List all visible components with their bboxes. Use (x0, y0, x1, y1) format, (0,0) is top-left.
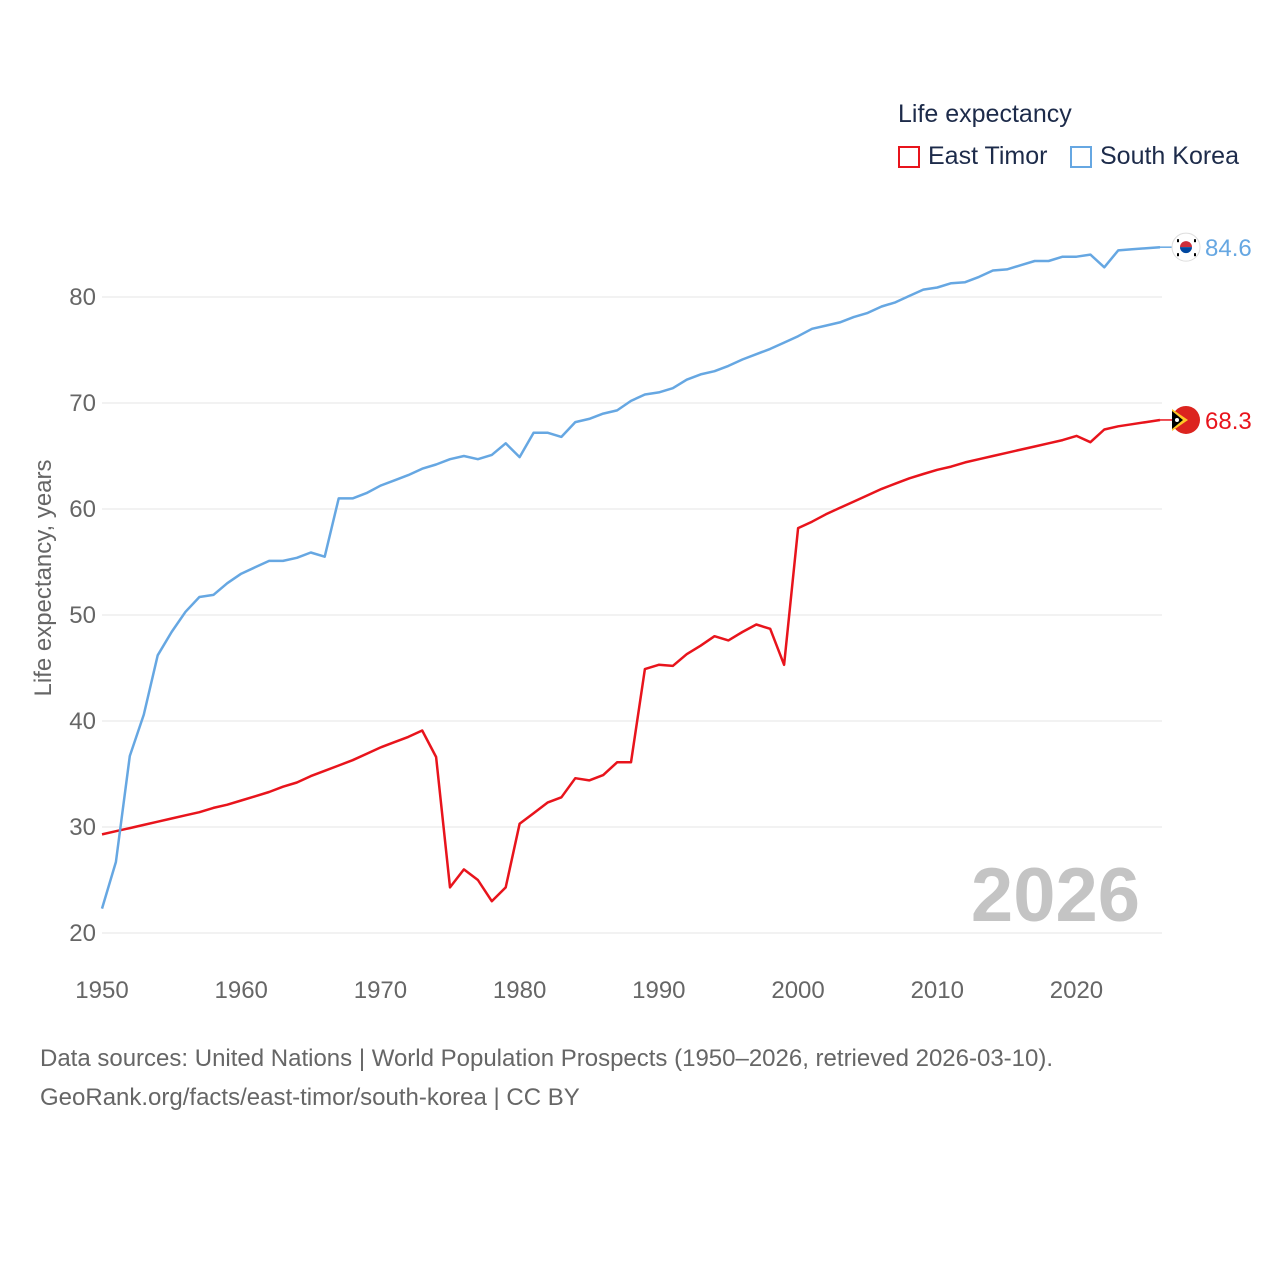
end-markers: 68.3 84.6 (1160, 232, 1252, 435)
end-label-east-timor: 68.3 (1205, 408, 1252, 435)
year-watermark: 2026 (970, 853, 1140, 938)
flag-icon-south-korea (1171, 232, 1201, 262)
x-tick-2000: 2000 (771, 977, 824, 1004)
y-tick-30: 30 (69, 814, 96, 841)
y-tick-20: 20 (69, 920, 96, 947)
x-tick-1970: 1970 (354, 977, 407, 1004)
grid-lines (102, 296, 1162, 934)
legend-swatch-south-korea (1070, 145, 1092, 168)
source-line-1: Data sources: United Nations | World Pop… (40, 1045, 1054, 1072)
x-tick-1980: 1980 (493, 977, 546, 1004)
x-tick-1990: 1990 (632, 977, 685, 1004)
y-tick-40: 40 (69, 708, 96, 735)
x-tick-2020: 2020 (1050, 977, 1103, 1004)
y-axis-label: Life expectancy, years (30, 459, 57, 696)
source-line-2[interactable]: GeoRank.org/facts/east-timor/south-korea… (40, 1084, 580, 1111)
end-label-south-korea: 84.6 (1205, 235, 1252, 262)
legend-item-south-korea[interactable]: South Korea (1070, 142, 1239, 171)
flag-icon-east-timor (1172, 405, 1200, 434)
y-tick-60: 60 (69, 496, 96, 523)
legend-item-east-timor[interactable]: East Timor (898, 142, 1047, 171)
legend-label-east-timor: East Timor (928, 142, 1048, 170)
y-tick-70: 70 (69, 390, 96, 417)
series-lines (100, 245, 1161, 909)
legend-label-south-korea: South Korea (1100, 142, 1239, 170)
legend-swatch-east-timor (898, 145, 920, 168)
y-tick-80: 80 (69, 284, 96, 311)
x-tick-2010: 2010 (911, 977, 964, 1004)
series-line-south-korea[interactable] (100, 245, 1161, 909)
x-tick-labels: 1950 1960 1970 1980 1990 2000 2010 2020 (75, 977, 1103, 1004)
x-tick-1950: 1950 (75, 977, 128, 1004)
y-tick-labels: 20 30 40 50 60 70 80 (69, 284, 96, 947)
x-tick-1960: 1960 (215, 977, 268, 1004)
legend-title: Life expectancy (898, 100, 1072, 128)
series-line-east-timor[interactable] (101, 418, 1161, 903)
y-tick-50: 50 (69, 602, 96, 629)
